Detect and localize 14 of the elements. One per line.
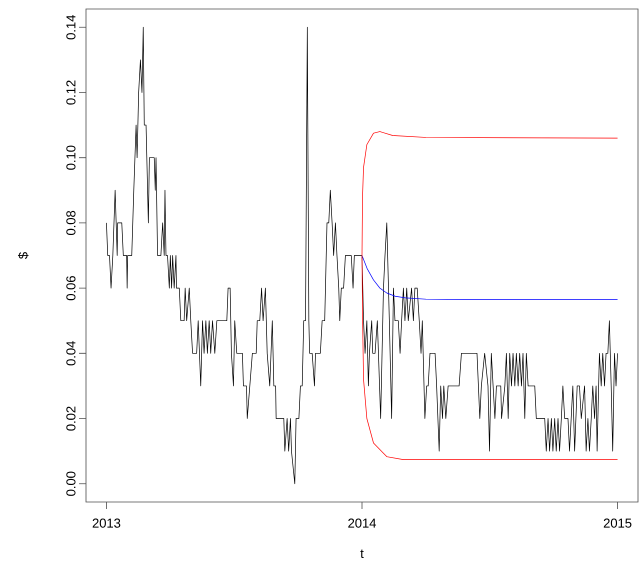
x-tick-label: 2013 (92, 518, 120, 528)
y-tick-label: 0.00 (66, 472, 76, 496)
y-tick-label: 0.02 (66, 406, 76, 431)
x-axis-title: t (360, 550, 364, 558)
x-tick-label: 2015 (604, 518, 632, 528)
y-tick-label: 0.14 (66, 15, 76, 40)
y-axis-title: $ (18, 252, 28, 259)
y-tick-label: 0.12 (66, 80, 76, 105)
y-tick-label: 0.06 (66, 276, 76, 300)
x-tick-label: 2014 (348, 518, 376, 528)
y-tick-label: 0.08 (66, 210, 76, 235)
y-tick-label: 0.10 (66, 146, 76, 170)
line-series (362, 255, 618, 300)
y-tick-label: 0.04 (66, 341, 76, 366)
